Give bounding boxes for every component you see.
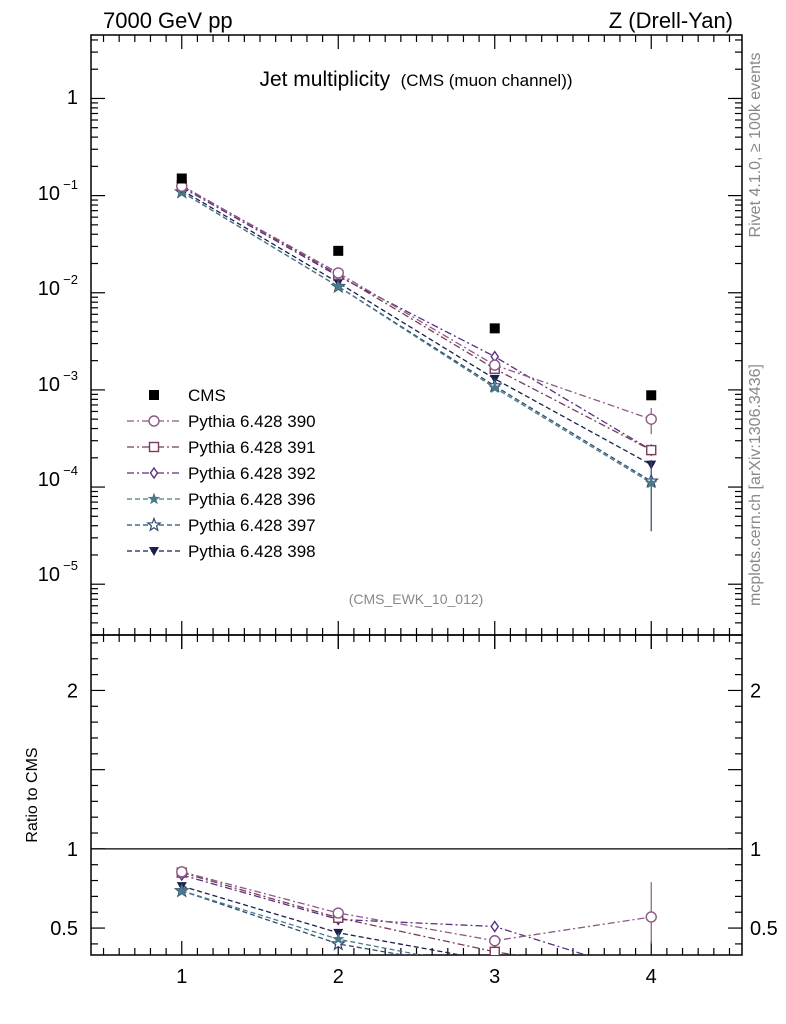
data-point — [489, 323, 500, 334]
main-subtitle-text: (CMS (muon channel)) — [401, 71, 573, 90]
x-tick-labels: 1 2 3 4 — [176, 966, 657, 988]
legend-entry-p390: Pythia 6.428 390 — [127, 412, 316, 431]
ratio-data-point — [330, 935, 347, 951]
ratio-data-point — [489, 935, 501, 947]
ytick-exp-1e-1: −1 — [63, 177, 78, 192]
xtick-label: 4 — [646, 966, 657, 988]
data-point — [645, 476, 658, 489]
ytick-label-1e-2: 10 — [38, 278, 60, 300]
legend-label: Pythia 6.428 397 — [188, 516, 316, 535]
xtick-label: 2 — [333, 966, 344, 988]
ratio-series-line — [181, 874, 588, 955]
data-point — [488, 381, 501, 394]
legend-label: Pythia 6.428 396 — [188, 490, 316, 509]
ratio-ytick-label-left: 1 — [67, 839, 78, 861]
ratio-ytick-label-left: 0.5 — [50, 918, 78, 940]
ratio-series-p390 — [176, 866, 657, 947]
legend-entry-cms: CMS — [149, 386, 226, 405]
legend-marker — [148, 441, 160, 453]
data-point — [645, 413, 657, 425]
ytick-label-1: 1 — [67, 87, 78, 109]
rivet-version-label: Rivet 4.1.0, ≥ 100k events — [747, 53, 764, 238]
ratio-data-point — [332, 907, 344, 919]
data-point — [332, 279, 345, 292]
ratio-data-point — [490, 920, 500, 933]
ratio-series-line — [181, 890, 424, 955]
legend-marker — [149, 390, 159, 400]
series-cms — [176, 173, 657, 401]
legend-marker — [147, 492, 161, 505]
analysis-id-label: (CMS_EWK_10_012) — [349, 591, 484, 607]
series-line — [181, 191, 652, 484]
mcplots-label: mcplots.cern.ch [arXiv:1306.3436] — [747, 364, 764, 606]
data-point — [176, 173, 187, 184]
series-line — [181, 189, 652, 466]
legend: CMS Pythia 6.428 390 Pythia 6.428 391 Pythi… — [127, 386, 316, 561]
ratio-series-line — [181, 890, 407, 955]
xtick-label: 1 — [176, 966, 187, 988]
ratio-y-axis-label: Ratio to CMS — [24, 747, 41, 842]
legend-entry-p392: Pythia 6.428 392 — [127, 464, 316, 483]
ratio-y-tick-labels: 0.5 0.5 1 1 2 2 — [50, 680, 778, 940]
ratio-series-p398 — [176, 882, 464, 955]
ratio-series-p397 — [173, 882, 407, 955]
xtick-label: 3 — [489, 966, 500, 988]
ytick-label-1e-3: 10 — [38, 374, 60, 396]
ratio-data-point — [175, 884, 188, 897]
main-title: Jet multiplicity (CMS (muon channel)) — [259, 68, 572, 91]
legend-marker — [146, 516, 162, 532]
ratio-data-point — [332, 932, 345, 945]
legend-label: CMS — [188, 386, 226, 405]
data-point — [646, 444, 657, 456]
ratio-data-point — [176, 866, 188, 878]
ratio-series-line — [181, 885, 464, 955]
legend-entry-p397: Pythia 6.428 397 — [127, 516, 316, 535]
ratio-series-p391 — [176, 867, 521, 955]
legend-label: Pythia 6.428 390 — [188, 412, 316, 431]
ytick-exp-1e-3: −3 — [63, 368, 78, 383]
ratio-ytick-label-right: 0.5 — [750, 918, 778, 940]
ratio-series-p392 — [177, 868, 588, 955]
legend-entry-p396: Pythia 6.428 396 — [127, 490, 316, 509]
main-y-tick-labels: 1 10 −1 10 −2 10 −3 10 −4 10 −5 — [38, 87, 78, 586]
legend-label: Pythia 6.428 391 — [188, 438, 316, 457]
main-series-group — [173, 173, 660, 532]
legend-marker — [149, 466, 159, 480]
series-p390 — [176, 180, 657, 435]
ratio-ytick-label-left: 2 — [67, 680, 78, 702]
series-line — [181, 184, 652, 451]
legend-label: Pythia 6.428 398 — [188, 542, 316, 561]
header-energy: 7000 GeV pp — [103, 8, 233, 33]
legend-entry-p391: Pythia 6.428 391 — [127, 438, 316, 457]
series-line — [181, 185, 652, 420]
ratio-series-p396 — [175, 884, 424, 955]
ratio-series-line — [181, 871, 521, 955]
header-process: Z (Drell-Yan) — [609, 8, 733, 33]
ratio-series-line — [181, 871, 652, 942]
ratio-ytick-label-right: 1 — [750, 839, 761, 861]
legend-marker — [148, 415, 160, 427]
axis-ticks — [91, 35, 742, 955]
data-point — [332, 267, 344, 279]
data-point — [646, 390, 657, 401]
ytick-exp-1e-5: −5 — [63, 558, 78, 573]
data-point — [489, 359, 501, 371]
ytick-label-1e-1: 10 — [38, 183, 60, 205]
ytick-exp-1e-2: −2 — [63, 272, 78, 287]
ratio-data-point — [645, 911, 657, 923]
data-point — [333, 245, 344, 256]
ratio-series-group — [173, 866, 657, 955]
legend-label: Pythia 6.428 392 — [188, 464, 316, 483]
ytick-exp-1e-4: −4 — [63, 463, 78, 478]
main-title-text: Jet multiplicity — [259, 68, 390, 91]
series-line — [181, 186, 652, 451]
legend-marker — [149, 547, 159, 556]
ytick-label-1e-4: 10 — [38, 469, 60, 491]
ratio-data-point — [489, 946, 500, 955]
ytick-label-1e-5: 10 — [38, 564, 60, 586]
ratio-ytick-label-right: 2 — [750, 680, 761, 702]
legend-entry-p398: Pythia 6.428 398 — [127, 542, 316, 561]
ratio-panel-frame — [90, 634, 743, 956]
